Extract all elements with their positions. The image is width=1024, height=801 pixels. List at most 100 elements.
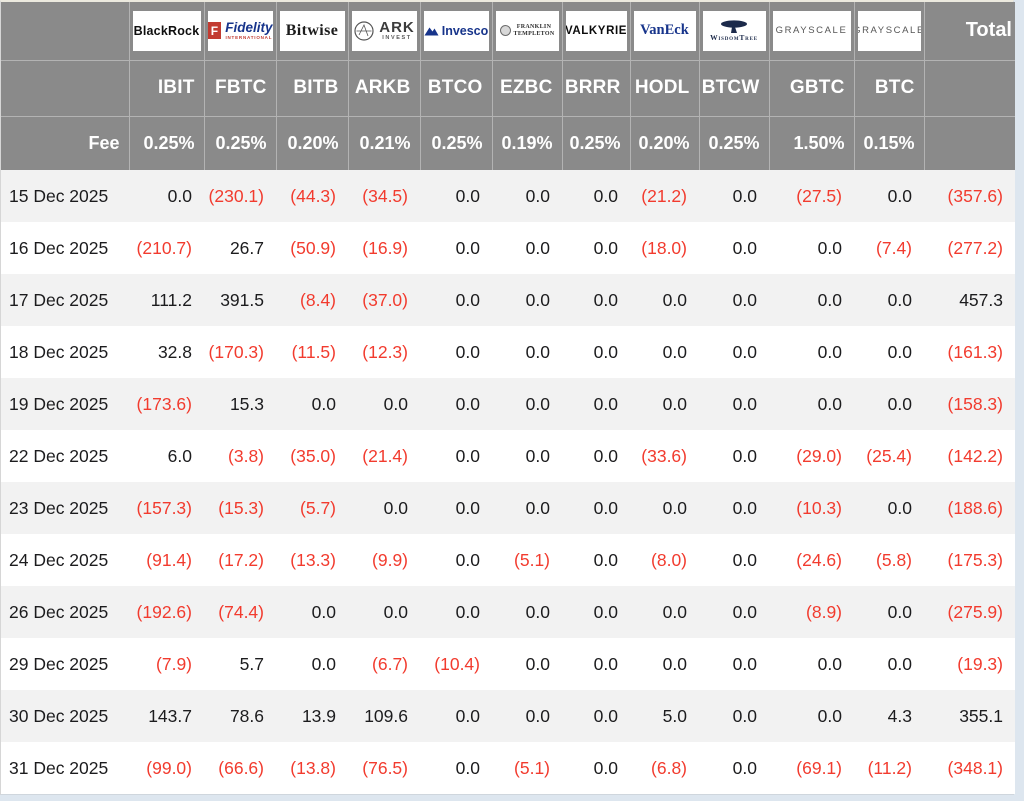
invesco-mountain-icon [424,27,439,36]
vaneck-logo-text: VanEck [640,22,689,39]
flow-value: 0.0 [854,326,924,378]
flow-value: 391.5 [204,274,276,326]
flow-value: 0.0 [769,326,854,378]
flow-value: 0.0 [562,482,630,534]
grayscale-logo: GRAYSCALE [772,10,851,51]
ticker-gbtc: GBTC [769,60,855,117]
flows-tbody: 15 Dec 2025 0.0 (230.1) (44.3) (34.5) 0.0 0.0 0… [1,170,1015,794]
flow-value: 0.0 [562,638,630,690]
provider-franklin-templeton: FRANKLIN TEMPLETON [492,2,563,61]
wisdomtree-logo: WisdomTree [702,10,766,51]
flow-value: (173.6) [129,378,204,430]
flow-value: 0.0 [854,482,924,534]
flow-value: (27.5) [769,170,854,222]
flow-value: 0.0 [420,378,492,430]
flow-value: (3.8) [204,430,276,482]
bitwise-logo-text: Bitwise [285,21,339,39]
ticker-arkb: ARKB [348,60,421,117]
row-date: 30 Dec 2025 [1,690,129,742]
flow-value: 0.0 [699,222,769,274]
flow-value: 0.0 [630,274,699,326]
flow-value: (210.7) [129,222,204,274]
flow-value: (230.1) [204,170,276,222]
flow-value: (8.4) [276,274,348,326]
row-date: 19 Dec 2025 [1,378,129,430]
flow-value: 0.0 [348,482,420,534]
flow-value: 13.9 [276,690,348,742]
table-row: 22 Dec 2025 6.0 (3.8) (35.0) (21.4) 0.0 0.0 0.0… [1,430,1015,482]
blackrock-logo: BlackRock [132,10,201,51]
fee-value: 0.25% [699,116,770,170]
fidelity-logo: F Fidelity INTERNATIONAL [207,10,273,51]
table-row: 18 Dec 2025 32.8 (170.3) (11.5) (12.3) 0.0 0.0… [1,326,1015,378]
flow-value: 0.0 [699,534,769,586]
flow-value: 0.0 [492,378,562,430]
flow-value: 0.0 [492,690,562,742]
flow-value: 0.0 [420,586,492,638]
flow-value: 0.0 [562,274,630,326]
fee-row-total-spacer [924,116,1015,170]
flow-value: 0.0 [129,170,204,222]
ticker-row: IBIT FBTC BITB ARKB BTCO EZBC BRRR HODL BTCW GBTC… [1,60,1015,117]
flow-value: (5.1) [492,534,562,586]
flow-value: (15.3) [204,482,276,534]
table-row: 24 Dec 2025 (91.4) (17.2) (13.3) (9.9) 0.0 (5.… [1,534,1015,586]
flow-value: 0.0 [276,586,348,638]
flow-value: 78.6 [204,690,276,742]
valkyrie-logo-text: VALKYRIE [565,24,627,37]
flow-value: 0.0 [562,430,630,482]
row-total: (275.9) [924,586,1015,638]
flow-value: 0.0 [348,378,420,430]
flow-value: 0.0 [420,170,492,222]
flow-value: 143.7 [129,690,204,742]
provider-grayscale-btc: GRAYSCALE [854,2,925,61]
row-total: (277.2) [924,222,1015,274]
flow-value: (18.0) [630,222,699,274]
flow-value: (24.6) [769,534,854,586]
flow-value: 0.0 [854,638,924,690]
table-row: 26 Dec 2025 (192.6) (74.4) 0.0 0.0 0.0 0.0 0.0 0… [1,586,1015,638]
row-total: 355.1 [924,690,1015,742]
ark-logo-text: ARK [379,19,415,36]
flow-value: (10.4) [420,638,492,690]
flow-value: 0.0 [769,378,854,430]
ark-logo-subtext: INVEST [382,35,412,41]
flow-value: (10.3) [769,482,854,534]
flow-value: 109.6 [348,690,420,742]
wisdomtree-logo-text: WisdomTree [710,33,758,42]
provider-blackrock: BlackRock [129,2,205,61]
flow-value: 0.0 [699,690,769,742]
flow-value: (25.4) [854,430,924,482]
row-total: (19.3) [924,638,1015,690]
table-row: 23 Dec 2025 (157.3) (15.3) (5.7) 0.0 0.0 0.0 0.… [1,482,1015,534]
flow-value: (192.6) [129,586,204,638]
flow-value: 0.0 [348,586,420,638]
fee-value: 0.15% [854,116,925,170]
fee-row-label: Fee [1,116,130,170]
corner-cell [1,2,130,61]
flow-value: (16.9) [348,222,420,274]
franklin-logo-line2: TEMPLETON [513,30,555,37]
provider-invesco: Invesco [420,2,493,61]
flow-value: 0.0 [699,378,769,430]
fee-value: 0.25% [562,116,631,170]
ticker-btcw: BTCW [699,60,770,117]
flow-value: 0.0 [562,170,630,222]
flow-value: 0.0 [699,482,769,534]
fee-value: 0.25% [204,116,277,170]
fee-value: 0.21% [348,116,421,170]
provider-wisdomtree: WisdomTree [699,2,770,61]
flow-value: (21.4) [348,430,420,482]
flow-value: (74.4) [204,586,276,638]
flow-value: (7.4) [854,222,924,274]
flow-value: (170.3) [204,326,276,378]
flow-value: 0.0 [562,378,630,430]
vaneck-logo: VanEck [633,10,696,51]
flow-value: (17.2) [204,534,276,586]
flow-value: 5.0 [630,690,699,742]
ticker-ibit: IBIT [129,60,205,117]
provider-bitwise: Bitwise [276,2,349,61]
flow-value: 0.0 [854,170,924,222]
provider-fidelity: F Fidelity INTERNATIONAL [204,2,277,61]
flow-value: 0.0 [492,170,562,222]
